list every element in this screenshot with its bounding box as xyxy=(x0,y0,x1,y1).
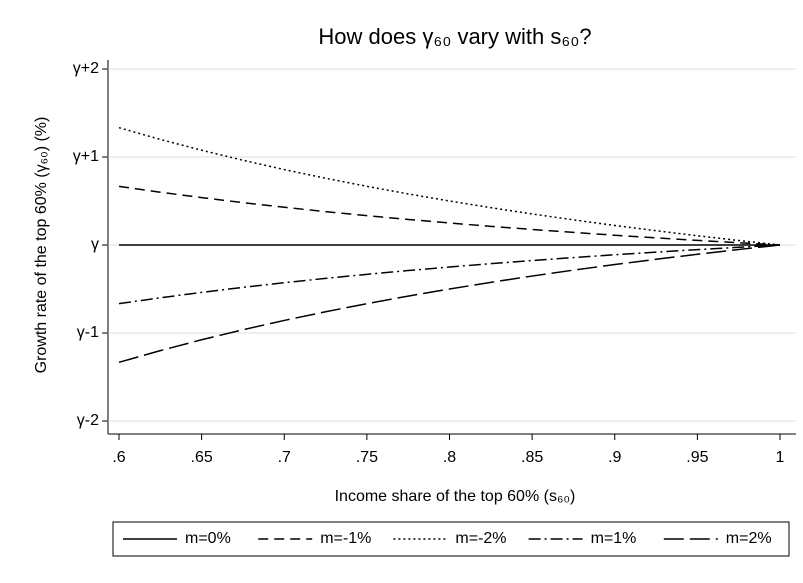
y-tick-label: γ-1 xyxy=(77,324,99,341)
legend-label: m=0% xyxy=(185,530,231,547)
legend-label: m=-1% xyxy=(320,530,371,547)
y-tick-label: γ+1 xyxy=(73,148,99,165)
y-axis-title: Growth rate of the top 60% (γ₆₀) (%) xyxy=(33,117,50,374)
x-tick-label: .65 xyxy=(191,449,213,466)
x-axis-title: Income share of the top 60% (s₆₀) xyxy=(335,488,576,505)
x-tick-label: .7 xyxy=(278,449,291,466)
x-tick-label: .85 xyxy=(521,449,543,466)
line-series xyxy=(118,244,781,305)
legend-label: m=1% xyxy=(591,530,637,547)
x-tick-label: .75 xyxy=(356,449,378,466)
legend-label: m=-2% xyxy=(455,530,506,547)
x-tick-label: .8 xyxy=(443,449,456,466)
line-series xyxy=(118,126,781,246)
x-tick-label: .6 xyxy=(112,449,125,466)
line-series xyxy=(118,185,781,246)
legend-label: m=2% xyxy=(726,530,772,547)
x-tick-label: .9 xyxy=(608,449,621,466)
chart-title: How does γ₆₀ vary with s₆₀? xyxy=(318,24,591,49)
x-tick-label: 1 xyxy=(776,449,785,466)
line-series xyxy=(118,244,781,364)
y-tick-label: γ+2 xyxy=(73,60,99,77)
x-tick-label: .95 xyxy=(686,449,708,466)
y-tick-label: γ-2 xyxy=(77,412,99,429)
y-tick-label: γ xyxy=(91,236,99,253)
